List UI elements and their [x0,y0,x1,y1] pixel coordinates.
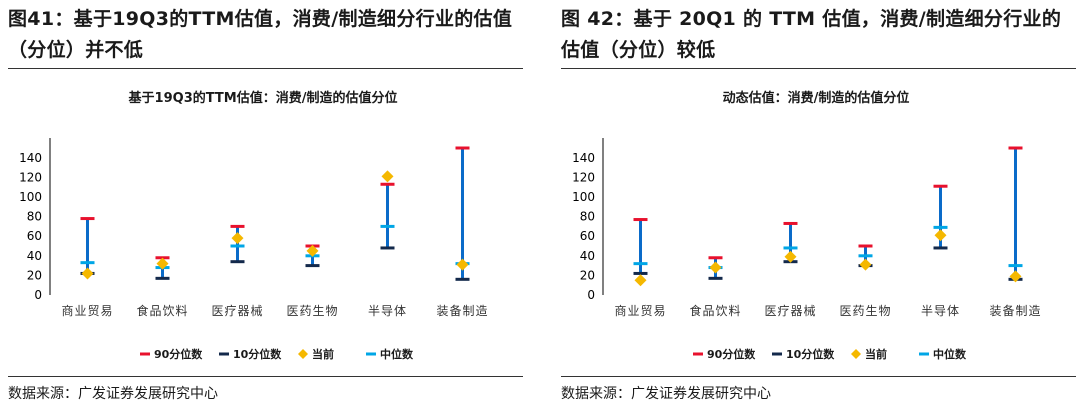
legend-label: 90分位数 [707,347,756,361]
y-tick-label: 60 [27,229,42,243]
legend-label: 10分位数 [233,347,282,361]
x-category-label: 商业贸易 [614,303,666,318]
source-note: 数据来源：广发证券发展研究中心 [8,386,218,402]
y-tick-label: 40 [27,249,42,263]
chart-title: 基于19Q3的TTM估值：消费/制造的估值分位 [128,90,398,106]
x-category-label: 半导体 [368,304,407,318]
mark-current [156,257,169,270]
y-tick-label: 140 [572,151,595,165]
top-rule [561,68,1076,69]
legend-swatch-current [851,349,861,359]
chart-title: 动态估值：消费/制造的估值分位 [723,90,910,106]
y-tick-label: 20 [27,268,42,282]
x-category-label: 医药生物 [839,304,891,318]
legend-label: 10分位数 [786,347,835,361]
mark-current [81,267,94,280]
mark-current [709,261,722,274]
y-tick-label: 0 [587,288,595,302]
y-tick-label: 100 [19,190,42,204]
x-category-label: 医疗器械 [764,303,816,318]
mark-current [381,170,394,183]
figure-title: 图41：基于19Q3的TTM估值，消费/制造细分行业的估值（分位）并不低 [8,8,513,61]
y-tick-label: 100 [572,190,595,204]
figure-41: 图41：基于19Q3的TTM估值，消费/制造细分行业的估值（分位）并不低 基于1… [0,0,527,409]
y-tick-label: 20 [580,268,595,282]
legend-label: 当前 [865,347,887,361]
x-category-label: 商业贸易 [61,303,113,318]
legend-swatch-current [298,349,308,359]
source-note: 数据来源：广发证券发展研究中心 [561,386,771,402]
mark-current [634,274,647,287]
y-tick-label: 120 [572,170,595,184]
x-category-label: 医疗器械 [211,303,263,318]
mark-current [456,258,469,271]
chart-figure-41: 基于19Q3的TTM估值：消费/制造的估值分位 0 20 40 60 80 100 120 14… [19,90,488,361]
y-tick-label: 40 [580,249,595,263]
y-tick-label: 0 [34,288,42,302]
y-tick-label: 80 [580,210,595,224]
figure-title: 图 42：基于 20Q1 的 TTM 估值，消费/制造细分行业的估值（分位）较低 [561,8,1062,61]
x-category-label: 医药生物 [286,304,338,318]
x-category-label: 装备制造 [436,304,488,318]
y-tick-label: 60 [580,229,595,243]
legend-label: 当前 [312,347,334,361]
chart-figure-42: 动态估值：消费/制造的估值分位 0 20 40 60 80 100 120 140 商业贸易 食品饮… [572,90,1041,361]
mark-current [231,232,244,245]
top-rule [8,68,523,69]
mark-current [1009,270,1022,283]
x-category-label: 半导体 [921,304,960,318]
mark-current [784,250,797,263]
y-tick-label: 120 [19,170,42,184]
bottom-rule [8,376,523,377]
legend-label: 90分位数 [154,347,203,361]
mark-current [934,229,947,242]
bottom-rule [561,376,1076,377]
legend-label: 中位数 [933,347,967,361]
x-category-label: 装备制造 [989,304,1041,318]
y-tick-label: 140 [19,151,42,165]
figure-42: 图 42：基于 20Q1 的 TTM 估值，消费/制造细分行业的估值（分位）较低… [553,0,1080,409]
y-tick-label: 80 [27,210,42,224]
x-category-label: 食品饮料 [136,303,188,318]
mark-current [859,258,872,271]
legend-label: 中位数 [380,347,414,361]
mark-current [306,244,319,257]
x-category-label: 食品饮料 [689,303,741,318]
